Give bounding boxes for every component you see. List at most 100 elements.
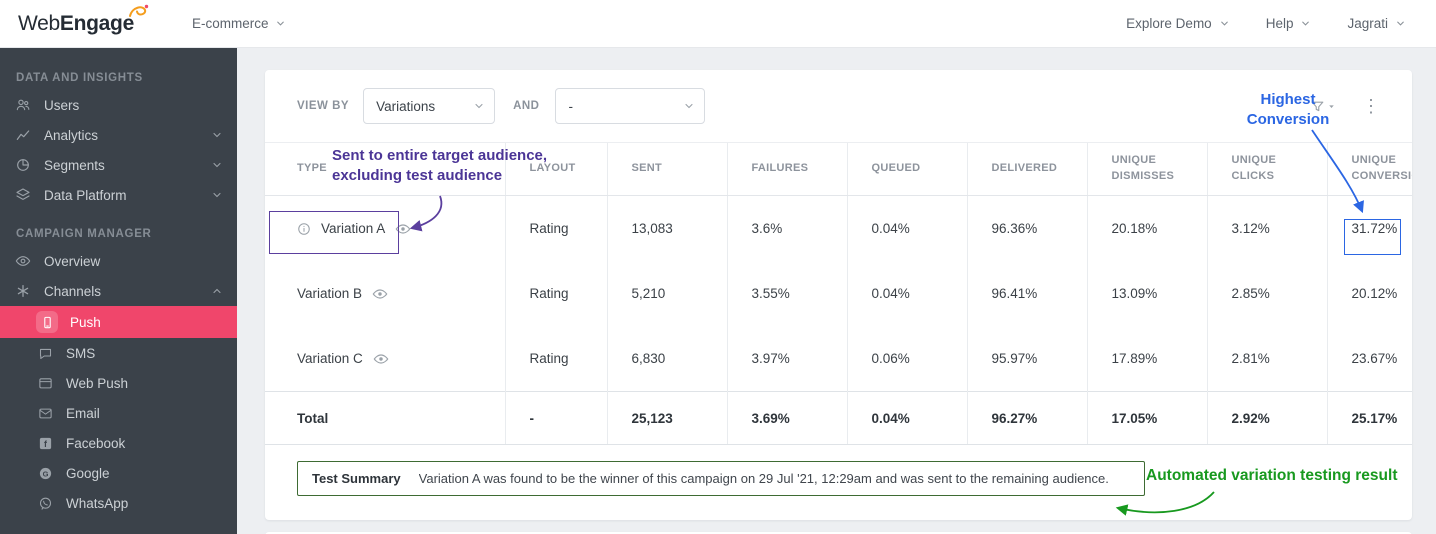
- nav-explore-demo[interactable]: Explore Demo: [1126, 16, 1230, 31]
- sidebar-item-overview[interactable]: Overview: [0, 246, 237, 276]
- cell-sent: 25,123: [606, 391, 727, 445]
- cell-delivered: 96.41%: [966, 261, 1087, 326]
- sidebar: DATA AND INSIGHTS Users Analytics Segmen…: [0, 48, 237, 534]
- cell-sent: 6,830: [606, 326, 727, 392]
- filter-funnel-icon[interactable]: [1310, 99, 1336, 114]
- logo-text-web: Web: [18, 11, 60, 35]
- cell-unique-clicks: 3.12%: [1206, 195, 1327, 261]
- cell-type: Total: [265, 391, 505, 445]
- cell-unique-dismisses: 17.89%: [1086, 326, 1207, 392]
- nav-help-label: Help: [1265, 16, 1294, 31]
- nav-help[interactable]: Help: [1266, 16, 1312, 31]
- column-header-queued: QUEUED: [846, 143, 967, 196]
- test-summary-section: Test Summary Variation A was found to be…: [265, 445, 1412, 520]
- cell-type: Variation A: [265, 196, 505, 262]
- sidebar-item-label: Overview: [44, 253, 101, 269]
- sidebar-item-label: Email: [66, 405, 100, 421]
- chevron-down-icon: [211, 129, 223, 141]
- sidebar-item-facebook[interactable]: f Facebook: [0, 428, 237, 458]
- cell-layout: Rating: [504, 326, 607, 392]
- secondary-select[interactable]: -: [555, 88, 706, 124]
- chevron-down-icon: [275, 18, 286, 29]
- sidebar-item-label: Analytics: [44, 127, 99, 143]
- column-header-unique-dismisses: UNIQUE DISMISSES: [1086, 143, 1207, 196]
- eye-preview-icon[interactable]: [373, 351, 389, 367]
- sidebar-item-label: SMS: [66, 345, 96, 361]
- overview-icon: [14, 253, 32, 269]
- sidebar-section-data-insights: DATA AND INSIGHTS: [16, 72, 143, 84]
- cell-failures: 3.69%: [726, 391, 847, 445]
- top-nav: Explore Demo Help Jagrati: [1126, 16, 1406, 31]
- variation-label: Variation B: [297, 286, 363, 301]
- sidebar-item-whatsapp[interactable]: WhatsApp: [0, 488, 237, 518]
- sidebar-item-users[interactable]: Users: [0, 90, 237, 120]
- cell-type: Variation B: [265, 261, 505, 326]
- sidebar-item-label: Facebook: [66, 435, 126, 451]
- eye-preview-icon[interactable]: [372, 286, 388, 302]
- secondary-select-value: -: [568, 98, 573, 114]
- sidebar-item-channels[interactable]: Channels: [0, 276, 237, 306]
- chevron-up-icon: [211, 285, 223, 297]
- cell-sent: 13,083: [606, 195, 727, 261]
- sms-icon: [36, 346, 54, 361]
- column-header-sent: SENT: [606, 143, 727, 196]
- segments-icon: [14, 157, 32, 173]
- cell-layout: Rating: [504, 261, 607, 326]
- project-selector[interactable]: E-commerce: [192, 16, 287, 31]
- cell-failures: 3.97%: [726, 326, 847, 392]
- push-icon: [36, 311, 58, 333]
- next-card-partial: [265, 532, 1412, 534]
- cell-type: Variation C: [265, 326, 505, 392]
- cell-queued: 0.06%: [846, 326, 967, 392]
- cell-unique-conversions: 23.67%: [1326, 326, 1412, 392]
- column-header-type: TYPE: [265, 143, 505, 196]
- variation-label: Variation C: [297, 351, 363, 366]
- cell-failures: 3.6%: [726, 195, 847, 261]
- table-row-variation-b: Variation B Rating 5,210 3.55% 0.04% 96.…: [265, 261, 1412, 326]
- eye-preview-icon[interactable]: [395, 221, 411, 237]
- sidebar-item-push[interactable]: Push: [0, 306, 237, 338]
- sidebar-item-label: Segments: [44, 157, 105, 173]
- channels-icon: [14, 283, 32, 299]
- logo-swirl-icon: [128, 3, 150, 25]
- sidebar-item-analytics[interactable]: Analytics: [0, 120, 237, 150]
- sidebar-item-google[interactable]: G Google: [0, 458, 237, 488]
- chevron-down-icon: [1300, 18, 1311, 29]
- cell-unique-dismisses: 13.09%: [1086, 261, 1207, 326]
- project-selector-label: E-commerce: [191, 16, 269, 31]
- cell-unique-conversions: 20.12%: [1326, 261, 1412, 326]
- column-header-failures: FAILURES: [726, 143, 847, 196]
- cell-layout: -: [504, 391, 607, 445]
- filters-bar: VIEW BY Variations AND - ⋮: [265, 70, 1412, 143]
- email-icon: [36, 406, 54, 421]
- web-push-icon: [36, 376, 54, 391]
- users-icon: [14, 97, 32, 113]
- google-icon: G: [36, 466, 54, 481]
- top-bar: Web Engage E-commerce Explore Demo Help J…: [0, 0, 1436, 48]
- variation-label: Variation A: [321, 221, 386, 236]
- sidebar-item-web-push[interactable]: Web Push: [0, 368, 237, 398]
- cell-delivered: 95.97%: [966, 326, 1087, 392]
- table-row-variation-c: Variation C Rating 6,830 3.97% 0.06% 95.…: [265, 326, 1412, 392]
- test-summary-title: Test Summary: [312, 471, 401, 486]
- whatsapp-icon: [36, 496, 54, 511]
- cell-queued: 0.04%: [846, 261, 967, 326]
- sidebar-item-segments[interactable]: Segments: [0, 150, 237, 180]
- webengage-logo[interactable]: Web Engage: [18, 4, 149, 36]
- column-header-delivered: DELIVERED: [966, 143, 1087, 196]
- cell-failures: 3.55%: [726, 261, 847, 326]
- cell-queued: 0.04%: [846, 391, 967, 445]
- cell-unique-conversions: 25.17%: [1326, 391, 1412, 445]
- sidebar-item-sms[interactable]: SMS: [0, 338, 237, 368]
- nav-user-menu[interactable]: Jagrati: [1347, 16, 1406, 31]
- view-by-select[interactable]: Variations: [363, 88, 496, 124]
- info-icon[interactable]: [297, 222, 311, 236]
- sidebar-item-email[interactable]: Email: [0, 398, 237, 428]
- svg-text:G: G: [42, 469, 48, 478]
- chevron-down-icon: [683, 100, 695, 112]
- view-by-label: VIEW BY: [297, 100, 350, 112]
- sidebar-item-data-platform[interactable]: Data Platform: [0, 180, 237, 210]
- svg-text:f: f: [44, 438, 47, 448]
- kebab-menu-icon[interactable]: ⋮: [1362, 96, 1380, 116]
